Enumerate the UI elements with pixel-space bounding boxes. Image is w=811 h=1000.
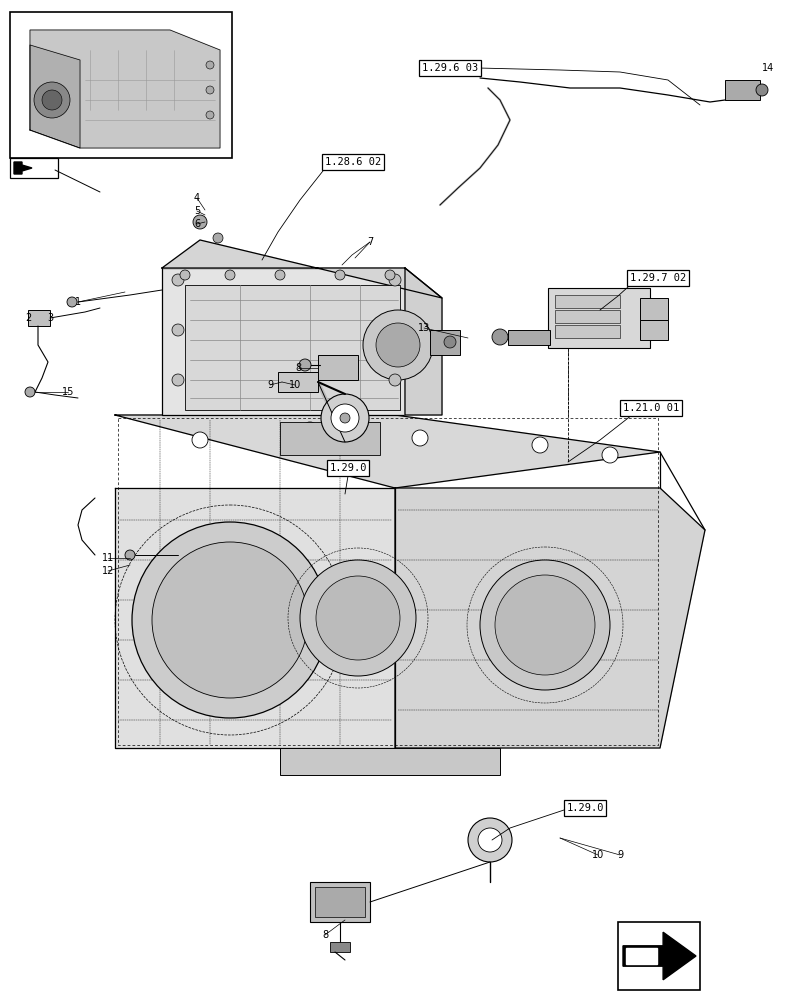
- Bar: [639, 320, 667, 340]
- Polygon shape: [30, 30, 220, 148]
- Bar: [280, 422, 380, 455]
- Polygon shape: [115, 415, 659, 488]
- Circle shape: [206, 86, 214, 94]
- Circle shape: [335, 270, 345, 280]
- Polygon shape: [625, 948, 657, 964]
- Text: 3: 3: [47, 313, 53, 323]
- Bar: [430, 330, 460, 355]
- Circle shape: [444, 336, 456, 348]
- Circle shape: [34, 82, 70, 118]
- Polygon shape: [622, 932, 695, 980]
- Text: 10: 10: [591, 850, 603, 860]
- Circle shape: [67, 297, 77, 307]
- Text: 1.29.7 02: 1.29.7 02: [629, 273, 685, 283]
- Text: 1.21.0 01: 1.21.0 01: [622, 403, 678, 413]
- Text: 5: 5: [194, 206, 200, 216]
- Circle shape: [180, 270, 190, 280]
- Text: 11: 11: [101, 553, 114, 563]
- Text: 15: 15: [62, 387, 74, 397]
- Text: 1: 1: [75, 297, 81, 307]
- Circle shape: [331, 404, 358, 432]
- Circle shape: [172, 274, 184, 286]
- Circle shape: [755, 84, 767, 96]
- Text: 14: 14: [761, 63, 774, 73]
- Circle shape: [206, 111, 214, 119]
- Bar: [318, 355, 358, 380]
- Bar: [185, 285, 400, 410]
- Text: 8: 8: [321, 930, 328, 940]
- Text: 9: 9: [616, 850, 622, 860]
- Bar: [10, 12, 232, 158]
- Circle shape: [193, 215, 207, 229]
- Circle shape: [275, 270, 285, 280]
- Circle shape: [601, 447, 617, 463]
- Bar: [554, 310, 620, 323]
- Circle shape: [375, 323, 419, 367]
- Bar: [508, 330, 549, 345]
- Circle shape: [467, 818, 512, 862]
- Bar: [724, 80, 759, 100]
- Text: 9: 9: [267, 380, 272, 390]
- Circle shape: [302, 422, 318, 438]
- Circle shape: [25, 387, 35, 397]
- Polygon shape: [14, 162, 32, 174]
- Bar: [329, 942, 350, 952]
- Text: 6: 6: [194, 219, 200, 229]
- Polygon shape: [30, 45, 80, 148]
- Circle shape: [411, 430, 427, 446]
- Text: 2: 2: [25, 313, 31, 323]
- Circle shape: [479, 560, 609, 690]
- Text: 4: 4: [194, 193, 200, 203]
- Text: 1.29.6 03: 1.29.6 03: [422, 63, 478, 73]
- Circle shape: [125, 550, 135, 560]
- Circle shape: [172, 324, 184, 336]
- Text: 7: 7: [367, 237, 373, 247]
- Bar: [28, 310, 50, 326]
- Text: 13: 13: [418, 323, 430, 333]
- Circle shape: [191, 432, 208, 448]
- Circle shape: [298, 359, 311, 371]
- Polygon shape: [115, 488, 394, 748]
- Circle shape: [495, 575, 594, 675]
- Text: 1.29.0: 1.29.0: [565, 803, 603, 813]
- Bar: [554, 295, 620, 308]
- Circle shape: [206, 61, 214, 69]
- Circle shape: [315, 576, 400, 660]
- Circle shape: [478, 828, 501, 852]
- Polygon shape: [162, 240, 441, 298]
- Circle shape: [384, 270, 394, 280]
- Circle shape: [152, 542, 307, 698]
- Circle shape: [172, 374, 184, 386]
- Circle shape: [42, 90, 62, 110]
- Bar: [639, 298, 667, 320]
- Circle shape: [388, 274, 401, 286]
- Text: 10: 10: [289, 380, 301, 390]
- Circle shape: [491, 329, 508, 345]
- Bar: [617, 922, 699, 990]
- Bar: [280, 748, 500, 775]
- Bar: [554, 325, 620, 338]
- Circle shape: [212, 233, 223, 243]
- Bar: [547, 288, 649, 348]
- Bar: [277, 372, 318, 392]
- Bar: [315, 887, 365, 917]
- Text: 1.28.6 02: 1.28.6 02: [324, 157, 380, 167]
- Text: 8: 8: [294, 363, 301, 373]
- Circle shape: [225, 270, 234, 280]
- Circle shape: [299, 560, 415, 676]
- Polygon shape: [394, 488, 704, 748]
- Circle shape: [132, 522, 328, 718]
- Circle shape: [531, 437, 547, 453]
- Polygon shape: [405, 268, 441, 415]
- Circle shape: [320, 394, 368, 442]
- Bar: [310, 882, 370, 922]
- Text: 1.29.0: 1.29.0: [328, 463, 367, 473]
- Bar: [10, 158, 58, 178]
- Text: 12: 12: [101, 566, 114, 576]
- Bar: [162, 268, 405, 415]
- Circle shape: [388, 374, 401, 386]
- Circle shape: [363, 310, 432, 380]
- Circle shape: [340, 413, 350, 423]
